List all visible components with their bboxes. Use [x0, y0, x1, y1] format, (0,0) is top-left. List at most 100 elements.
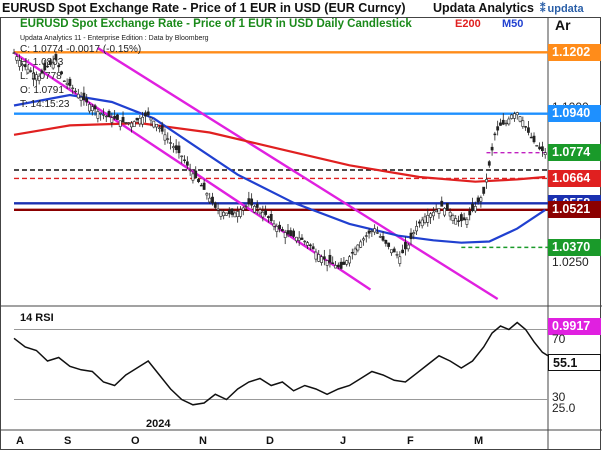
candle-down [227, 210, 231, 215]
candle-down [538, 146, 542, 150]
candle-down [286, 230, 290, 235]
candle-down [331, 262, 335, 265]
candle-up [504, 122, 508, 125]
x-month-label: F [407, 435, 414, 447]
x-month-label: N [199, 435, 207, 447]
candle-up [261, 211, 265, 218]
candle-down [280, 229, 284, 232]
candle-up [353, 248, 357, 256]
candle-up [535, 145, 539, 147]
rsi-tick-30: 30 [552, 390, 566, 404]
candle-down [387, 242, 391, 247]
candle-up [34, 74, 38, 81]
candle-up [314, 251, 318, 260]
candle-up [169, 142, 172, 144]
candle-up [398, 256, 402, 264]
candle-up [216, 208, 220, 211]
candle-up [412, 232, 416, 235]
candle-up [124, 122, 128, 124]
candle-down [121, 116, 125, 123]
candle-up [37, 75, 41, 81]
candle-down [202, 182, 206, 190]
candle-up [334, 265, 337, 269]
candle-up [515, 112, 519, 116]
ohlc-high: H: 1.0803 [20, 57, 64, 68]
candle-up [26, 68, 30, 74]
rsi-overbought-tag: 0.9917 [548, 318, 601, 335]
candle-up [219, 210, 223, 217]
candle-up [118, 120, 122, 127]
candle-up [127, 122, 131, 124]
candle-down [493, 133, 497, 136]
candle-down [46, 65, 49, 68]
candle-up [345, 260, 349, 265]
candle-up [110, 117, 114, 123]
candle-up [236, 211, 240, 217]
candle-down [213, 202, 217, 208]
chart-frame [0, 17, 601, 450]
brand-name: Updata Analytics [433, 1, 534, 15]
candle-up [71, 87, 75, 90]
candle-up [141, 116, 145, 125]
candle-up [356, 244, 360, 251]
rsi-line [13, 321, 549, 406]
candle-up [378, 236, 382, 238]
candle-up [306, 242, 309, 246]
candle-up [434, 209, 438, 213]
candle-up [149, 117, 153, 121]
candle-down [60, 71, 63, 75]
candle-up [283, 232, 287, 238]
candle-up [364, 235, 368, 237]
candle-up [74, 90, 77, 93]
candle-down [524, 126, 528, 128]
candle-down [440, 200, 444, 207]
candle-down [29, 70, 33, 72]
candle-up [132, 121, 136, 127]
candle-up [348, 256, 351, 264]
candle-up [317, 254, 321, 262]
candle-up [76, 93, 80, 99]
candle-up [239, 209, 242, 217]
candle-up [51, 61, 55, 69]
candle-down [457, 220, 460, 222]
candle-up [543, 152, 547, 155]
candle-up [90, 106, 94, 111]
candle-down [342, 261, 346, 265]
candle-down [409, 232, 413, 240]
candle-up [359, 241, 363, 248]
candle-up [163, 134, 167, 141]
candle-down [339, 261, 343, 269]
candle-down [392, 248, 396, 253]
candle-down [417, 221, 421, 224]
candle-up [395, 254, 399, 256]
candle-down [308, 244, 312, 247]
candle-up [15, 56, 19, 61]
candle-down [459, 214, 463, 222]
candle-down [197, 178, 200, 183]
x-month-label: S [64, 435, 72, 447]
candle-down [107, 110, 111, 118]
chart-subtitle: Updata Analytics 11 - Enterprise Edition… [20, 35, 209, 42]
candle-up [166, 138, 170, 140]
candle-down [113, 115, 117, 119]
x-month-label: A [16, 435, 24, 447]
x-month-label: J [340, 435, 347, 447]
updata-logo: ⁑ updata [540, 2, 584, 15]
candle-up [454, 218, 458, 225]
candle-down [289, 230, 293, 236]
y-tick-label: 1.0250 [552, 255, 589, 269]
candle-down [311, 246, 315, 250]
candle-up [513, 113, 516, 119]
candle-down [367, 230, 371, 234]
candle-down [487, 161, 491, 166]
chart-title: EURUSD Spot Exchange Rate - Price of 1 E… [20, 18, 412, 30]
candle-down [496, 126, 500, 131]
candle-down [527, 127, 530, 133]
candle-down [48, 60, 52, 65]
updata-logo-icon: ⁑ [540, 3, 546, 15]
candle-down [199, 184, 203, 187]
candle-down [328, 254, 332, 263]
candle-up [426, 215, 430, 223]
candle-down [499, 122, 502, 126]
